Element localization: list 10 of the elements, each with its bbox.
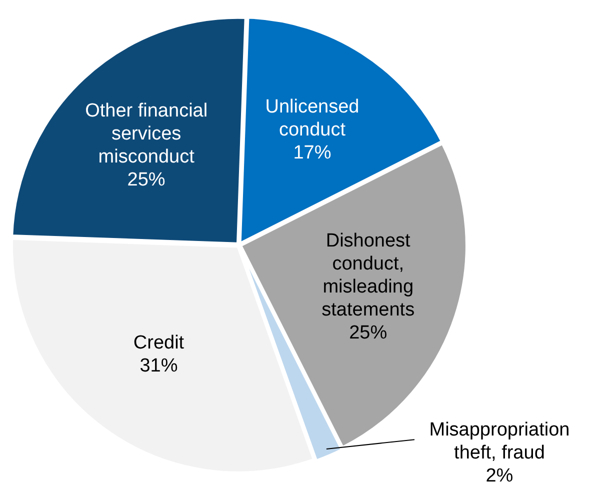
slice-label: Unlicensed conduct bbox=[265, 96, 360, 141]
slice-label: Dishonest conduct, misleading statements bbox=[322, 230, 415, 321]
slice-label: Misappropriation theft, fraud bbox=[429, 420, 570, 464]
data-label: 31% bbox=[140, 355, 178, 376]
data-label: 2% bbox=[486, 466, 514, 487]
data-label: 25% bbox=[127, 169, 166, 190]
data-label: 17% bbox=[293, 142, 332, 164]
slice-label: Other financial services misconduct bbox=[85, 100, 208, 168]
data-label: 25% bbox=[349, 322, 388, 344]
slice-label: Credit bbox=[133, 332, 185, 354]
